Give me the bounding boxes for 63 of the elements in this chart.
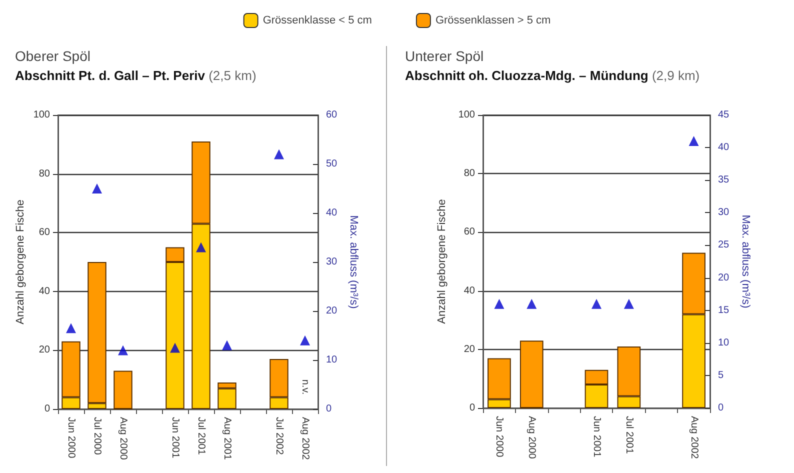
point xyxy=(274,149,284,160)
chart-subtitle: Abschnitt Pt. d. Gall – Pt. Periv (2,5 km) xyxy=(15,68,256,83)
y2-tick-label: 0 xyxy=(718,402,724,414)
y2-axis-title: Max. abfluss (m³/s) xyxy=(348,215,360,309)
y2-tick-label: 30 xyxy=(326,256,338,268)
y-tick-label: 80 xyxy=(38,168,50,180)
y-tick-label: 0 xyxy=(44,404,50,414)
y2-tick-label: 20 xyxy=(326,306,338,316)
y2-tick-label: 35 xyxy=(718,174,730,186)
y-axis-title: Anzahl geborgene Fische xyxy=(14,200,26,324)
annotation: n.v. xyxy=(300,379,310,395)
x-tick-label: Aug 2000 xyxy=(526,416,538,460)
y2-tick-label: 15 xyxy=(718,304,730,316)
x-tick-label: Aug 2002 xyxy=(300,417,310,460)
y-tick-label: 100 xyxy=(458,110,476,120)
y-axis-title: Anzahl geborgene Fische xyxy=(436,199,448,324)
point xyxy=(170,342,180,353)
x-tick-label: Aug 2002 xyxy=(688,416,700,460)
y-tick-label: 40 xyxy=(38,286,50,297)
y-tick-label: 60 xyxy=(464,226,476,238)
y2-tick-label: 20 xyxy=(718,272,730,284)
x-tick-label: Jun 2000 xyxy=(494,416,505,458)
y2-tick-label: 40 xyxy=(326,208,338,218)
x-tick-label: Jun 2000 xyxy=(66,417,76,459)
point xyxy=(92,184,102,194)
y-tick-label: 100 xyxy=(33,110,50,120)
x-tick-label: Aug 2001 xyxy=(222,417,232,460)
x-tick-label: Jul 2002 xyxy=(274,417,284,456)
y-tick-label: 60 xyxy=(38,227,50,238)
y2-tick-label: 25 xyxy=(718,240,730,251)
y2-tick-label: 10 xyxy=(718,337,730,348)
point xyxy=(222,340,232,350)
bar xyxy=(114,370,132,409)
point xyxy=(118,345,128,356)
legend-label: Grössenklasse < 5 cm xyxy=(262,14,372,26)
y-tick-label: 20 xyxy=(38,344,50,356)
x-tick-label: Jul 2001 xyxy=(623,416,634,454)
x-tick-label: Jun 2001 xyxy=(591,416,602,458)
y2-axis-title: Max. abfluss (m³/s) xyxy=(740,214,752,308)
chart-title: Oberer Spöl xyxy=(15,48,90,64)
chart-subtitle: Abschnitt oh. Cluozza-Mdg. – Mündung (2,9 km) xyxy=(405,68,700,83)
x-tick-label: Jun 2001 xyxy=(170,417,180,459)
y-tick-label: 80 xyxy=(464,168,476,180)
y2-tick-label: 10 xyxy=(326,354,338,366)
point xyxy=(300,335,310,346)
y2-tick-label: 5 xyxy=(718,370,724,381)
chart-title: Unterer Spöl xyxy=(405,48,484,64)
legend-label: Grössenklassen > 5 cm xyxy=(435,14,551,26)
y2-tick-label: 45 xyxy=(718,110,730,120)
y2-tick-label: 40 xyxy=(718,142,730,154)
y2-tick-label: 30 xyxy=(718,207,730,218)
y-tick-label: 20 xyxy=(464,344,476,355)
y2-tick-label: 60 xyxy=(326,110,338,120)
point xyxy=(196,242,206,252)
y-tick-label: 0 xyxy=(469,402,476,414)
y-tick-label: 40 xyxy=(464,285,476,296)
y2-tick-label: 0 xyxy=(326,404,332,414)
x-tick-label: Jul 2000 xyxy=(92,417,102,456)
point xyxy=(66,323,76,334)
x-tick-label: Jul 2001 xyxy=(196,417,206,456)
bar xyxy=(520,340,544,408)
x-tick-label: Aug 2000 xyxy=(118,417,128,460)
y2-tick-label: 50 xyxy=(326,158,338,170)
